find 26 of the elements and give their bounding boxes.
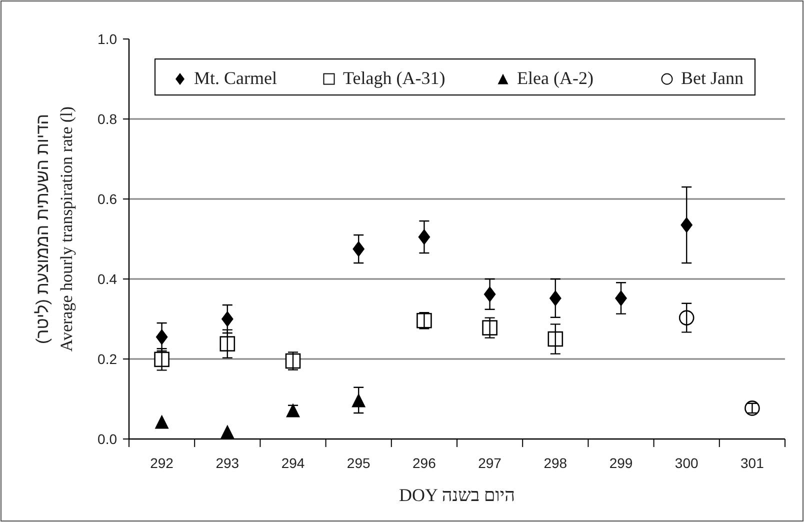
x-tick-label: 296 — [412, 455, 436, 471]
y-tick-label: 0.0 — [98, 431, 118, 447]
legend-label: Bet Jann — [681, 68, 744, 88]
point — [154, 414, 169, 429]
x-tick-label: 293 — [216, 455, 240, 471]
legend-label: Telagh (A-31) — [343, 68, 446, 88]
y-tick-label: 1.0 — [98, 31, 118, 47]
point — [220, 424, 234, 439]
y-tick-label: 0.6 — [98, 191, 118, 207]
x-tick-label: 301 — [740, 455, 764, 471]
x-axis-title: DOY היום בשנה — [399, 485, 515, 505]
point — [548, 331, 564, 347]
x-tick-label: 298 — [544, 455, 568, 471]
x-tick-label: 299 — [609, 455, 633, 471]
point — [220, 336, 236, 352]
x-tick-label: 297 — [478, 455, 502, 471]
legend-label: Mt. Carmel — [194, 68, 277, 88]
x-tick-label: 294 — [281, 455, 305, 471]
x-tick-label: 300 — [674, 455, 698, 471]
y-tick-label: 0.2 — [98, 351, 118, 367]
legend-label: Elea (A-2) — [517, 68, 594, 88]
y-tick-label: 0.4 — [98, 271, 118, 287]
y-tick-label: 0.8 — [98, 111, 118, 127]
x-tick-label: 292 — [150, 455, 174, 471]
point — [678, 310, 694, 326]
x-tick-label: 295 — [346, 455, 370, 471]
